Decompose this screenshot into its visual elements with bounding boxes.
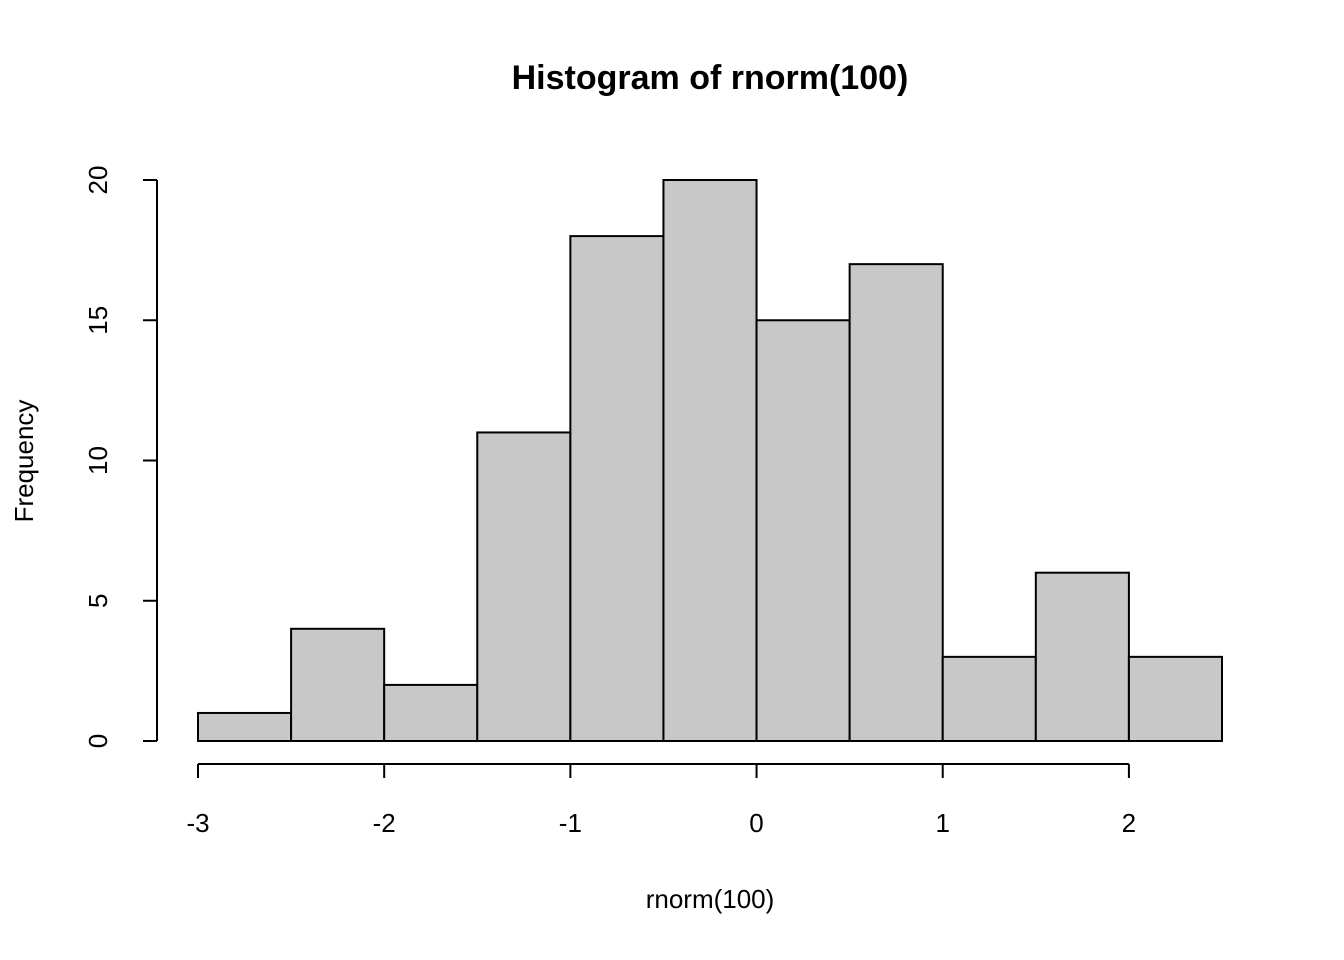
bar: [290, 627, 386, 742]
x-tick-label: -1: [559, 808, 582, 838]
bar: [755, 319, 851, 742]
y-tick-label: 15: [83, 306, 113, 335]
y-axis-label: Frequency: [9, 400, 39, 523]
y-tick-label: 0: [83, 734, 113, 748]
bar: [197, 711, 293, 743]
bar: [569, 235, 665, 742]
bar: [383, 683, 479, 743]
x-tick-label: -2: [373, 808, 396, 838]
y-tick-label: 20: [83, 166, 113, 195]
chart-title: Histogram of rnorm(100): [512, 59, 909, 97]
bar: [476, 431, 572, 742]
bar: [662, 179, 758, 742]
bar: [941, 655, 1037, 742]
y-tick-label: 10: [83, 446, 113, 475]
x-tick-label: 1: [935, 808, 949, 838]
bar: [1127, 655, 1223, 742]
x-tick-label: 0: [749, 808, 763, 838]
bar: [848, 263, 944, 742]
x-tick-label: -3: [186, 808, 209, 838]
bar: [1034, 571, 1130, 743]
y-tick-label: 5: [83, 594, 113, 608]
x-tick-label: 2: [1122, 808, 1136, 838]
x-axis-label: rnorm(100): [646, 884, 775, 914]
